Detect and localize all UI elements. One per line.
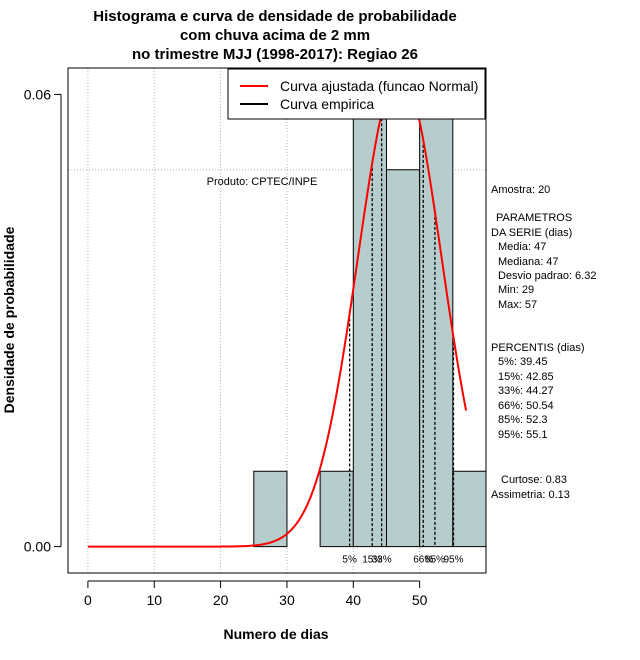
y-tick-label: 0.06 [24, 86, 51, 102]
histogram-bar [419, 93, 454, 548]
stat-curtose: Curtose: 0.83 [501, 474, 567, 486]
x-tick-label: 0 [84, 592, 92, 608]
stat-p33: 33%: 44.27 [498, 385, 554, 397]
y-axis-label: Densidade de probabilidade [1, 226, 17, 413]
stat-p85: 85%: 52.3 [498, 414, 548, 426]
legend-fit-label: Curva ajustada (funcao Normal) [280, 78, 478, 94]
percentile-layer: 5% 15%33% 66%85%95% [342, 113, 464, 566]
x-tick-label: 40 [346, 592, 362, 608]
chart-title-line-1: Histograma e curva de densidade de proba… [93, 8, 456, 25]
stats-panel: Amostra: 20 PARAMETROS DA SERIE (dias) M… [491, 184, 596, 501]
percentile-label: 5% [342, 555, 357, 566]
stat-desvio: Desvio padrao: 6.32 [498, 270, 596, 282]
plot-frame [67, 67, 487, 574]
percentile-label: 33% [372, 555, 392, 566]
stat-parametros-title-1: PARAMETROS [496, 212, 572, 224]
x-tick-label: 50 [412, 592, 428, 608]
legend-empirical-label: Curva empirica [280, 96, 374, 112]
x-axis-label: Numero de dias [223, 626, 328, 642]
histogram-bar [253, 470, 288, 548]
axis-layer: 0 10 20 30 40 50 0.00 0.06 [24, 86, 428, 608]
legend: Curva ajustada (funcao Normal) Curva emp… [227, 68, 486, 120]
histogram-bar [452, 470, 487, 548]
stat-amostra: Amostra: 20 [491, 184, 550, 196]
y-tick-label: 0.00 [24, 539, 51, 555]
percentile-label: 85% [425, 555, 445, 566]
stat-mediana: Mediana: 47 [498, 256, 559, 268]
stat-assimetria: Assimetria: 0.13 [491, 489, 570, 501]
stat-p95: 95%: 55.1 [498, 429, 548, 441]
percentile-label: 66% [413, 555, 433, 566]
chart-title-line-2: com chuva acima de 2 mm [180, 27, 370, 44]
stat-media: Media: 47 [498, 241, 546, 253]
produto-annotation: Produto: CPTEC/INPE [207, 176, 318, 188]
stat-percentis-title: PERCENTIS (dias) [491, 342, 585, 354]
chart-title-line-3: no trimestre MJJ (1998-2017): Regiao 26 [132, 46, 418, 63]
stat-max: Max: 57 [498, 299, 537, 311]
histogram-bar [352, 93, 387, 548]
histogram-bar [319, 470, 354, 548]
stat-p5: 5%: 39.45 [498, 356, 548, 368]
stat-parametros-title-2: DA SERIE (dias) [491, 227, 572, 239]
x-tick-label: 30 [279, 592, 295, 608]
histogram-bar [385, 169, 421, 548]
x-tick-label: 20 [213, 592, 229, 608]
stat-min: Min: 29 [498, 284, 534, 296]
x-tick-label: 10 [146, 592, 162, 608]
percentile-label: 95% [443, 555, 463, 566]
stat-p66: 66%: 50.54 [498, 400, 554, 412]
legend-box [227, 68, 486, 120]
percentile-label: 15% [362, 555, 382, 566]
stat-p15: 15%: 42.85 [498, 371, 554, 383]
bars-layer [253, 93, 487, 548]
